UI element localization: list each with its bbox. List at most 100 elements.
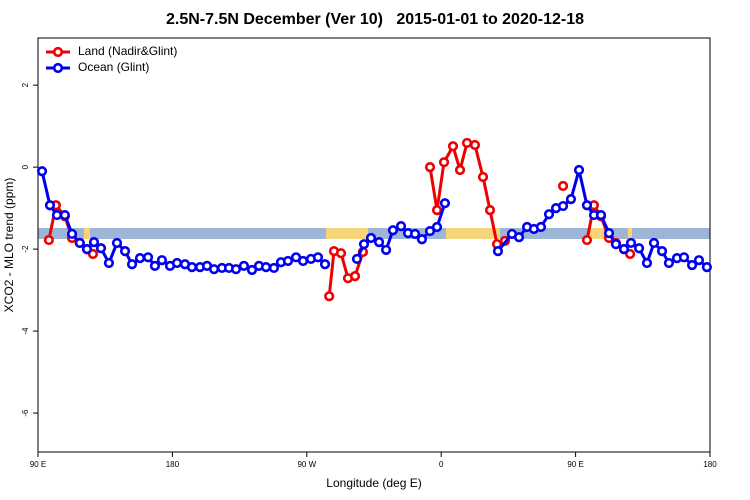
point (246, 264, 258, 276)
point (142, 252, 154, 263)
point (610, 239, 622, 250)
point (409, 228, 421, 240)
point (648, 237, 660, 249)
point (103, 257, 115, 269)
point (208, 264, 220, 275)
point (335, 248, 347, 259)
point (573, 164, 585, 176)
point (119, 246, 131, 257)
land-ocean-strip (38, 228, 710, 239)
point (492, 246, 504, 257)
point (581, 200, 593, 211)
point (380, 244, 392, 256)
point (351, 253, 363, 265)
point (88, 237, 100, 248)
y-tick-label: -2 (21, 245, 30, 253)
y-tick-label: -4 (21, 327, 30, 335)
land-band (446, 228, 500, 239)
point (36, 166, 48, 177)
point (134, 253, 146, 264)
point (439, 198, 451, 209)
x-tick-label: 90 E (30, 460, 46, 469)
point (95, 243, 107, 254)
point (282, 255, 294, 267)
point (557, 180, 569, 192)
land-band (588, 228, 604, 239)
point (625, 237, 637, 249)
point (358, 239, 370, 250)
point (431, 205, 443, 216)
point (656, 246, 668, 257)
point (693, 255, 705, 266)
point (603, 228, 615, 239)
point (461, 137, 473, 149)
legend-marker (52, 62, 64, 74)
point (81, 243, 93, 255)
point (595, 209, 607, 221)
land-band (326, 228, 368, 239)
point (454, 164, 466, 176)
point (686, 259, 698, 271)
legend-label: Land (Nadir&Glint) (78, 44, 177, 58)
point (324, 291, 335, 302)
point (43, 234, 55, 246)
point (171, 257, 183, 269)
point (149, 260, 161, 272)
plot-frame (37, 37, 711, 453)
series-line (47, 141, 632, 297)
point (565, 193, 577, 205)
ocean-band (38, 228, 710, 239)
point (51, 209, 63, 221)
point (469, 139, 481, 151)
point (581, 234, 593, 246)
point (373, 237, 385, 248)
point (349, 271, 361, 282)
x-axis-label: Longitude (deg E) (326, 476, 421, 490)
point (678, 252, 690, 263)
point (557, 200, 569, 212)
point (513, 232, 525, 243)
point (424, 162, 436, 173)
point (416, 234, 428, 245)
x-tick-label: 180 (166, 460, 180, 469)
point (319, 259, 331, 270)
point (111, 237, 123, 249)
point (59, 209, 70, 221)
point (633, 243, 645, 254)
x-tick-label: 0 (439, 460, 444, 469)
point (312, 252, 324, 263)
point (618, 243, 630, 255)
point (74, 237, 85, 249)
point (387, 225, 399, 236)
land-band (84, 228, 90, 239)
point (484, 205, 496, 216)
point (701, 262, 712, 273)
point (260, 262, 272, 273)
point (156, 255, 168, 266)
legend-marker (52, 46, 64, 58)
point (535, 221, 547, 233)
point (431, 221, 443, 233)
land-band (628, 228, 632, 239)
y-axis-label: XCO2 - MLO trend (ppm) (2, 178, 16, 313)
point (297, 255, 309, 267)
point (447, 141, 459, 152)
point (543, 209, 555, 220)
point (268, 262, 280, 274)
point (477, 171, 489, 183)
point (230, 264, 242, 275)
point (238, 260, 250, 272)
point (641, 257, 653, 269)
x-tick-label: 180 (703, 460, 717, 469)
point (365, 232, 377, 244)
chart-title: 2.5N-7.5N December (Ver 10) 2015-01-01 t… (166, 11, 584, 28)
point (44, 200, 56, 211)
point (126, 259, 138, 270)
point (663, 257, 675, 269)
point (186, 262, 198, 273)
x-tick-label: 90 E (567, 460, 583, 469)
point (424, 225, 436, 237)
point (395, 221, 407, 232)
y-tick-label: 2 (21, 82, 30, 87)
